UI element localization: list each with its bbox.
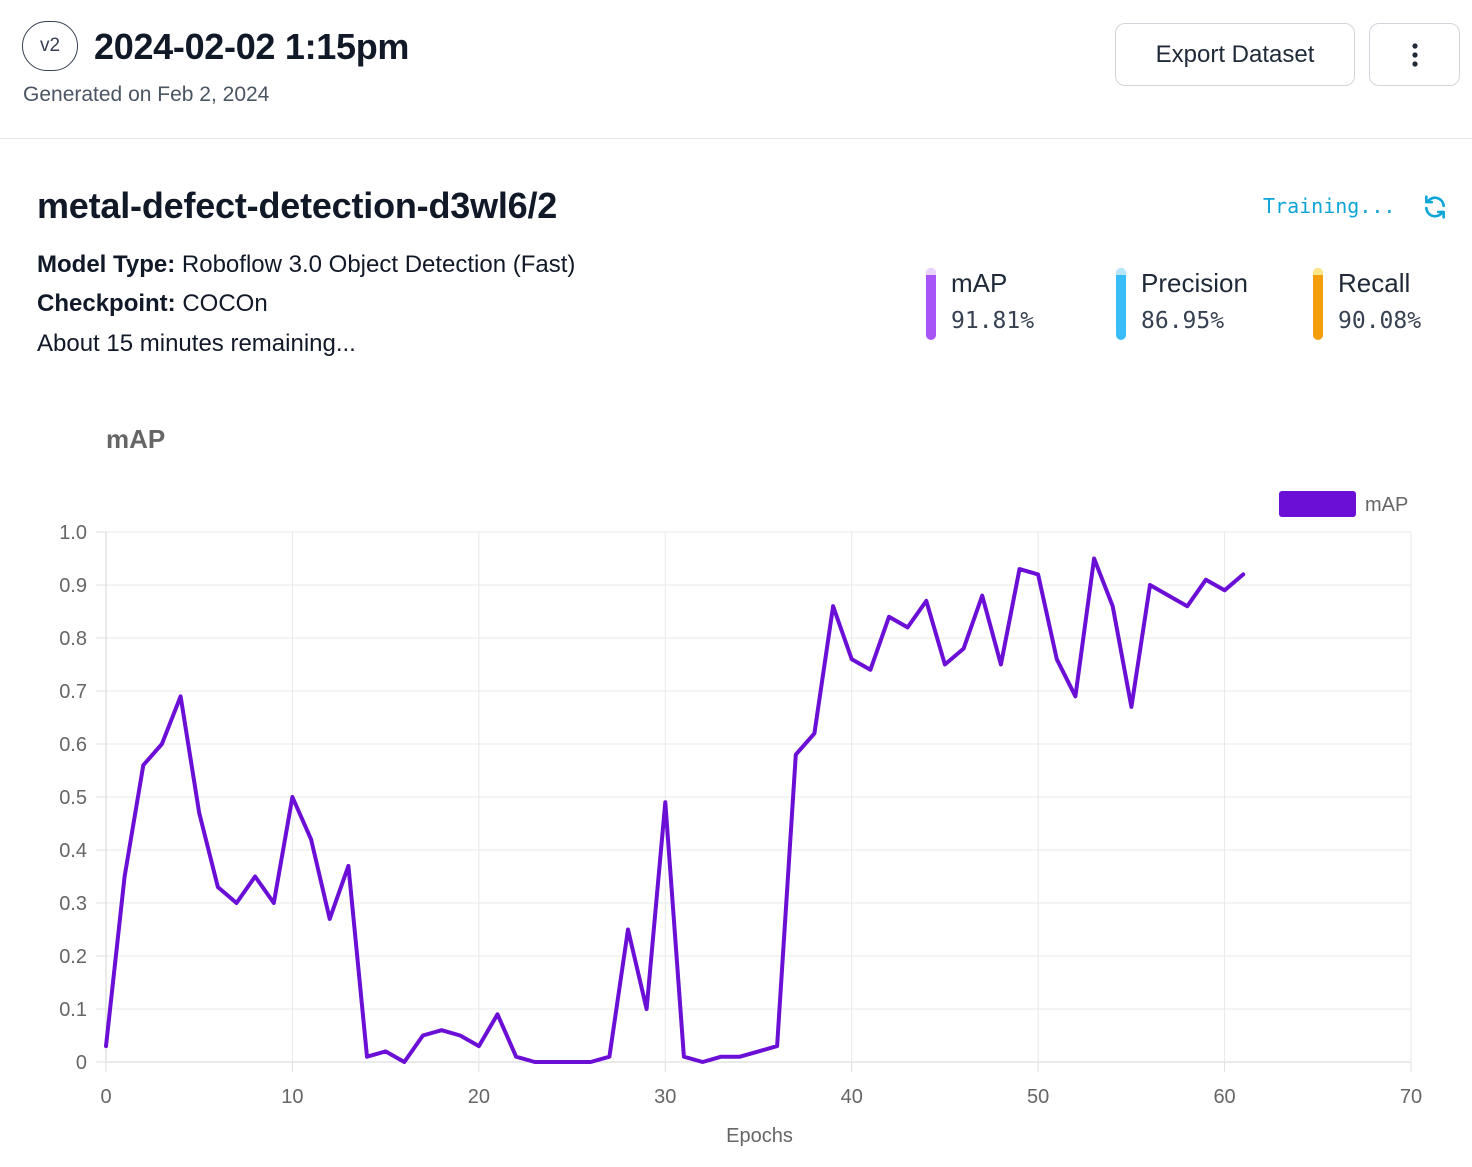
y-tick-label: 0.9 — [59, 575, 87, 597]
x-tick-label: 50 — [1027, 1086, 1049, 1108]
y-tick-label: 0.5 — [59, 787, 87, 809]
metric-recall-bar — [1313, 268, 1323, 340]
time-remaining: About 15 minutes remaining... — [37, 330, 356, 358]
y-tick-label: 0 — [76, 1052, 87, 1074]
legend-swatch — [1279, 491, 1356, 517]
x-tick-label: 70 — [1400, 1086, 1422, 1108]
y-tick-label: 0.6 — [59, 734, 87, 756]
y-tick-label: 0.8 — [59, 628, 87, 650]
metric-recall-value: 90.08% — [1338, 308, 1421, 334]
x-tick-label: 20 — [468, 1086, 490, 1108]
more-options-button[interactable] — [1369, 23, 1460, 86]
version-badge: v2 — [22, 21, 78, 71]
more-vertical-icon — [1411, 42, 1419, 68]
metric-precision-bar-cap — [1116, 268, 1126, 275]
metric-recall-label: Recall — [1338, 268, 1410, 299]
x-tick-label: 10 — [281, 1086, 303, 1108]
metric-map-bar-cap — [926, 268, 936, 275]
model-type-label: Model Type: — [37, 251, 175, 278]
x-tick-label: 40 — [841, 1086, 863, 1108]
metric-precision-bar — [1116, 268, 1126, 340]
metric-map-value: 91.81% — [951, 308, 1034, 334]
version-label: v2 — [40, 35, 60, 57]
checkpoint-value: COCOn — [176, 290, 268, 317]
metric-map-label: mAP — [951, 268, 1007, 299]
model-type-value: Roboflow 3.0 Object Detection (Fast) — [175, 251, 575, 278]
x-tick-label: 0 — [100, 1086, 111, 1108]
y-tick-label: 0.4 — [59, 840, 87, 862]
x-axis-label: Epochs — [726, 1125, 793, 1147]
generated-date: Generated on Feb 2, 2024 — [23, 83, 269, 107]
map-chart: mAP 0 0.1 0.2 0.3 0.4 0.5 0.6 0.7 0.8 0.9 1.0 0 10 20 3… — [0, 400, 1472, 1162]
refresh-icon[interactable] — [1422, 194, 1448, 220]
map-series-line — [106, 559, 1243, 1063]
chart-title: mAP — [106, 424, 165, 454]
y-tick-label: 0.2 — [59, 946, 87, 968]
metric-precision-label: Precision — [1141, 268, 1248, 299]
checkpoint-label: Checkpoint: — [37, 290, 176, 317]
y-tick-label: 0.3 — [59, 893, 87, 915]
header-divider — [0, 138, 1472, 139]
legend-label: mAP — [1365, 494, 1408, 516]
export-dataset-button[interactable]: Export Dataset — [1115, 23, 1355, 86]
y-tick-label: 0.7 — [59, 681, 87, 703]
model-type-line: Model Type: Roboflow 3.0 Object Detectio… — [37, 251, 575, 279]
y-tick-label: 1.0 — [59, 522, 87, 544]
map-chart-svg: mAP 0 0.1 0.2 0.3 0.4 0.5 0.6 0.7 0.8 0.9 1.0 0 10 20 3… — [0, 400, 1472, 1162]
metric-recall-bar-cap — [1313, 268, 1323, 275]
checkpoint-line: Checkpoint: COCOn — [37, 290, 268, 318]
metric-precision-value: 86.95% — [1141, 308, 1224, 334]
x-tick-label: 30 — [654, 1086, 676, 1108]
training-status: Training... — [1263, 194, 1395, 218]
x-tick-label: 60 — [1213, 1086, 1235, 1108]
metric-map-bar — [926, 268, 936, 340]
y-tick-label: 0.1 — [59, 999, 87, 1021]
model-name: metal-defect-detection-d3wl6/2 — [37, 185, 557, 227]
page-title: 2024-02-02 1:15pm — [94, 26, 409, 68]
